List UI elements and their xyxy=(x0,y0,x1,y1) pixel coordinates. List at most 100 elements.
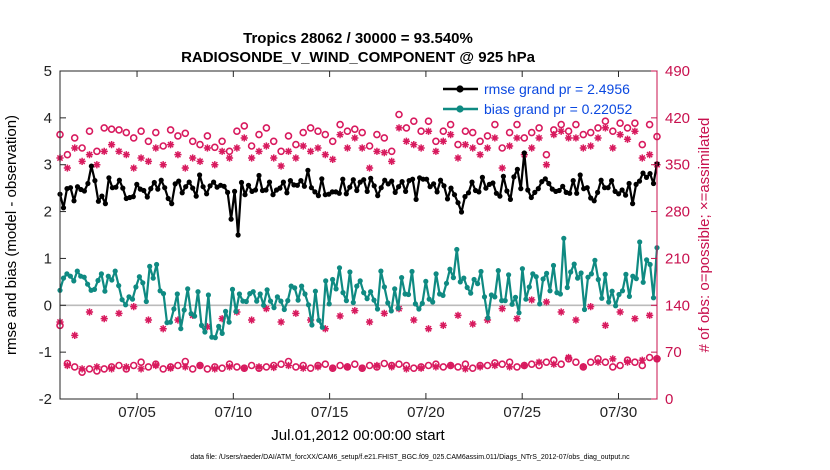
obs-assimilated-marker xyxy=(71,144,79,152)
obs-possible-marker xyxy=(262,124,271,132)
bias-point xyxy=(471,276,477,283)
rmse-point xyxy=(176,178,182,184)
obs-assimilated-marker xyxy=(159,161,167,169)
obs-possible-marker xyxy=(218,137,226,146)
obs-assimilated-marker xyxy=(174,151,182,159)
obs-assimilated-marker xyxy=(233,144,241,152)
obs-possible-marker xyxy=(616,119,624,127)
legend-rmse-label: rmse grand pr = 2.4956 xyxy=(484,81,630,97)
rmse-point xyxy=(347,184,353,190)
obs-possible-marker xyxy=(645,120,654,129)
observation-count-markers xyxy=(56,110,661,377)
obs-possible-marker xyxy=(166,126,175,134)
obs-assimilated-marker xyxy=(550,360,558,368)
obs-assimilated-marker xyxy=(351,307,359,315)
obs-possible-marker xyxy=(277,147,285,156)
bias-point xyxy=(243,298,249,305)
rmse-point xyxy=(382,177,388,183)
rmse-point xyxy=(312,189,318,195)
obs-possible-marker xyxy=(144,137,153,146)
obs-assimilated-marker xyxy=(469,320,477,328)
obs-possible-marker xyxy=(468,364,477,373)
rmse-point xyxy=(483,185,489,191)
rmse-point xyxy=(437,177,444,183)
obs-possible-marker xyxy=(616,361,624,370)
obs-possible-marker xyxy=(321,360,330,369)
bias-point xyxy=(381,284,387,290)
legend: rmse grand pr = 2.4956 bias grand pr = 0… xyxy=(443,81,632,117)
obs-assimilated-marker xyxy=(646,151,654,159)
obs-possible-marker xyxy=(218,364,226,373)
bias-point xyxy=(416,306,422,312)
rmse-point xyxy=(403,188,409,194)
bias-point xyxy=(571,261,577,267)
bias-point xyxy=(616,291,622,298)
rmse-point xyxy=(619,187,625,193)
bias-point xyxy=(637,239,643,245)
obs-possible-marker xyxy=(535,124,543,132)
obs-assimilated-marker xyxy=(336,130,344,139)
obs-possible-marker xyxy=(380,359,389,368)
obs-possible-marker xyxy=(527,128,536,137)
obs-assimilated-marker xyxy=(321,325,329,333)
rmse-point xyxy=(179,190,185,196)
obs-assimilated-marker xyxy=(240,364,248,372)
obs-assimilated-marker xyxy=(336,312,344,320)
obs-possible-marker xyxy=(144,363,153,371)
obs-assimilated-marker xyxy=(498,305,506,313)
rmse-point xyxy=(130,194,136,200)
obs-assimilated-marker xyxy=(447,361,455,370)
obs-assimilated-marker xyxy=(454,311,462,319)
obs-assimilated-marker xyxy=(638,154,646,162)
obs-assimilated-marker xyxy=(93,161,101,169)
obs-assimilated-marker xyxy=(144,316,153,324)
obs-assimilated-marker xyxy=(174,316,182,324)
rmse-point xyxy=(434,189,440,195)
obs-possible-marker xyxy=(343,127,352,135)
bias-point xyxy=(299,283,305,289)
obs-assimilated-marker xyxy=(152,144,160,152)
bias-point xyxy=(550,262,557,269)
obs-possible-marker xyxy=(107,125,116,133)
rmse-point xyxy=(396,184,402,190)
obs-assimilated-marker xyxy=(616,130,624,139)
bias-point xyxy=(495,268,501,274)
rmse-point xyxy=(95,198,101,204)
bias-point xyxy=(354,283,360,289)
rmse-point xyxy=(263,187,269,193)
obs-assimilated-marker xyxy=(616,308,624,316)
x-tick-label: 07/15 xyxy=(311,404,349,421)
left-tick-label: 0 xyxy=(44,297,52,314)
right-tick-label: 210 xyxy=(665,250,690,267)
obs-possible-marker xyxy=(358,128,367,137)
right-tick-label: 140 xyxy=(665,297,690,314)
bias-point xyxy=(91,286,98,292)
bias-point xyxy=(544,270,550,276)
bias-point xyxy=(509,301,515,307)
rmse-point xyxy=(284,190,290,196)
obs-possible-marker xyxy=(314,127,322,135)
left-axis-ticks: -2 -1 0 1 2 3 4 5 xyxy=(39,63,66,408)
rmse-point xyxy=(200,184,206,190)
obs-assimilated-marker xyxy=(159,325,167,333)
obs-assimilated-marker xyxy=(432,147,440,155)
obs-possible-marker xyxy=(181,129,190,138)
obs-possible-marker xyxy=(424,361,433,370)
obs-assimilated-marker xyxy=(181,363,189,371)
bias-point xyxy=(609,288,615,294)
rmse-point xyxy=(574,190,580,196)
obs-assimilated-marker xyxy=(388,363,396,371)
bias-point xyxy=(129,296,136,302)
bias-point xyxy=(606,299,612,305)
obs-assimilated-marker xyxy=(107,141,116,149)
obs-assimilated-marker xyxy=(631,315,639,323)
bias-point xyxy=(271,305,277,311)
bias-point xyxy=(178,326,184,332)
obs-possible-marker xyxy=(579,130,588,139)
obs-assimilated-marker xyxy=(203,144,212,152)
rmse-point xyxy=(277,185,283,191)
rmse-point xyxy=(336,190,342,196)
obs-assimilated-marker xyxy=(623,358,632,366)
obs-assimilated-marker xyxy=(623,135,632,143)
obs-possible-marker xyxy=(85,365,94,373)
